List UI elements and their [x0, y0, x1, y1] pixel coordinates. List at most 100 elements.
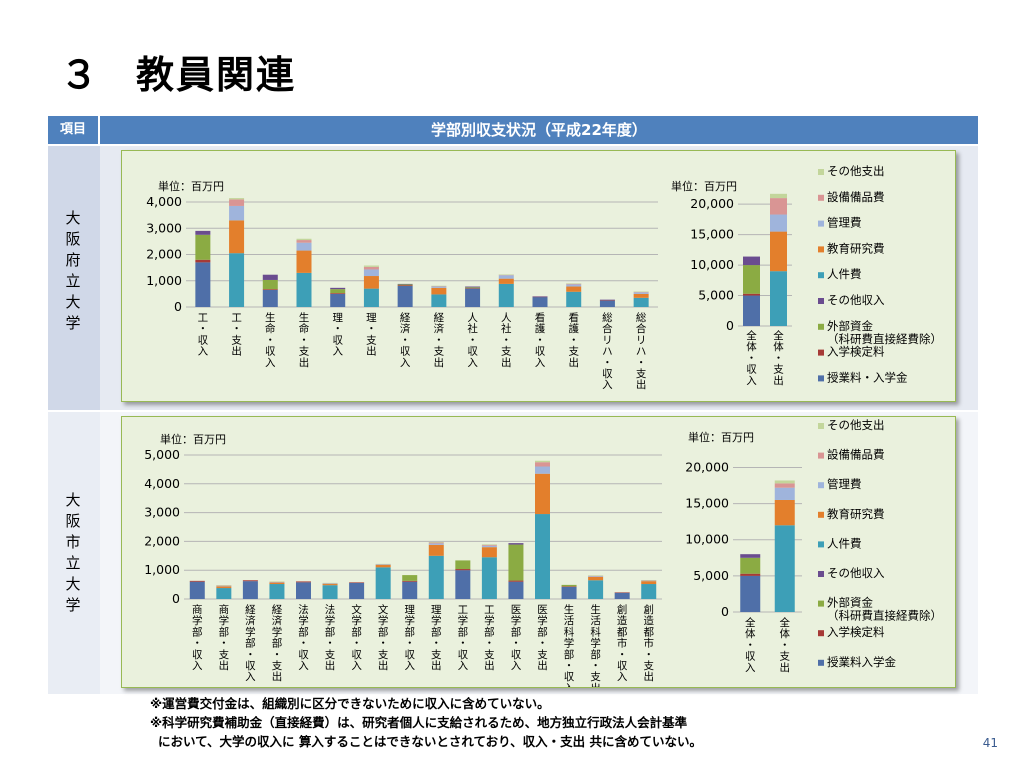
bar-segment-2-15-4 — [588, 580, 604, 599]
x-category-label: 文学部・収入 — [351, 603, 362, 672]
bar-segment-2-15-7 — [588, 575, 604, 577]
bar-segment-0-9-8 — [498, 274, 514, 275]
bar-segment-2-8-1 — [402, 580, 418, 582]
x-label-char: 部 — [590, 648, 601, 661]
bar-segment-1-0-2 — [743, 265, 760, 294]
bar-segment-2-9-6 — [428, 543, 444, 545]
bar-segment-2-9-5 — [428, 544, 444, 556]
x-label-char: 出 — [537, 659, 548, 672]
bar-segment-0-4-3 — [330, 287, 346, 290]
x-label-char: ・ — [643, 649, 654, 661]
legend-label: 外部資金（科研費直接経費除） — [827, 596, 942, 623]
row-label-char: 大 — [65, 575, 81, 593]
legend-swatch — [818, 298, 824, 304]
y-tick-label: 4,000 — [146, 194, 182, 209]
x-label-char: 学 — [537, 614, 548, 627]
bar-segment-1-0-0 — [743, 295, 760, 326]
bar-segment-0-13-7 — [633, 291, 649, 293]
x-label-char: 入 — [351, 660, 362, 672]
x-label-char: 都 — [643, 626, 654, 638]
x-label-char: 入 — [198, 346, 209, 358]
bar-segment-2-9-8 — [428, 541, 444, 543]
bar-segment-2-1-6 — [216, 585, 232, 587]
bar-segment-0-11-5 — [566, 286, 582, 292]
x-label-char: 全 — [745, 616, 756, 629]
x-label-char: 支 — [636, 368, 647, 380]
x-category-label: 全体・収入 — [745, 616, 756, 674]
bar-segment-2-7-5 — [375, 565, 391, 568]
row-label-char: 立 — [65, 272, 81, 290]
x-label-char: 出 — [431, 659, 442, 672]
row-label-char: 学 — [65, 314, 81, 332]
bar-segment-1-0-1 — [743, 293, 760, 296]
bar-segment-2-11-8 — [481, 544, 497, 545]
x-label-char: 総 — [602, 311, 613, 324]
row-label-osaka-prefecture: 大 阪 府 立 大 学 — [48, 208, 98, 334]
bar-segment-2-3-4 — [269, 584, 285, 599]
legend-swatch — [818, 272, 824, 279]
legend-label-line: 教育研究費 — [827, 241, 885, 255]
x-category-label: 創造都市・支出 — [643, 603, 654, 683]
bar-segment-0-3-8 — [296, 238, 312, 241]
bar-segment-0-0-0 — [195, 262, 211, 307]
x-label-char: 学 — [484, 614, 495, 627]
bar-segment-2-16-0 — [614, 592, 630, 599]
x-category-label: 商学部・支出 — [219, 603, 230, 672]
chart-osaka-prefecture: 単位：百万円 0 1,000 2,000 3,000 4,000 工・収入 工・支出 生命・収入… — [121, 150, 956, 402]
bar-segment-2-11-6 — [481, 545, 497, 548]
x-label-char: 出 — [643, 670, 654, 683]
bar-segment-2-14-1 — [561, 586, 577, 587]
x-label-char: 全 — [773, 329, 784, 342]
bar-segment-2-2-0 — [242, 581, 258, 599]
bar-segment-0-9-5 — [498, 278, 514, 284]
bar-segment-0-6-3 — [397, 283, 413, 285]
bar-segment-0-6-2 — [397, 284, 413, 286]
x-label-char: 学 — [431, 614, 442, 627]
bar-segment-0-13-5 — [633, 293, 649, 298]
x-label-char: 文 — [378, 603, 389, 616]
legend-label: 入学検定料 — [827, 625, 885, 639]
x-label-char: 工 — [458, 604, 469, 616]
x-label-char: 入 — [746, 375, 757, 387]
x-label-char: 学 — [564, 637, 575, 650]
bar-segment-3-1-4 — [774, 525, 795, 612]
y-tick-label: 20,000 — [690, 196, 734, 211]
bar-segment-0-10-3 — [532, 296, 548, 297]
x-label-char: 看 — [535, 311, 546, 324]
x-label-char: 学 — [325, 614, 336, 627]
bar-segment-1-1-7 — [770, 198, 787, 215]
x-label-char: 支 — [501, 346, 512, 358]
bar-segment-0-2-2 — [262, 279, 278, 290]
bar-segment-2-1-8 — [216, 585, 232, 586]
bar-segment-3-0-0 — [740, 575, 761, 612]
y-tick-label: 3,000 — [144, 505, 180, 520]
bar-segment-0-5-7 — [363, 266, 379, 270]
x-label-char: 出 — [773, 374, 784, 387]
legend-swatch — [818, 220, 824, 227]
x-label-char: 経 — [434, 311, 445, 324]
y-tick-label: 3,000 — [146, 220, 182, 235]
legend-label: 入学検定料 — [827, 345, 885, 359]
footnote-3: において、大学の収入に 算入することはできないとされており、収入・支出 共に含め… — [158, 734, 702, 749]
bar-segment-2-13-4 — [535, 514, 550, 599]
bar-segment-2-3-5 — [269, 582, 285, 585]
bar-segment-0-2-1 — [262, 289, 278, 290]
x-label-char: 入 — [467, 357, 478, 369]
x-label-char: 人 — [501, 312, 512, 324]
x-category-label: 法学部・収入 — [298, 603, 309, 672]
x-label-char: 学 — [458, 614, 469, 627]
x-label-char: 入 — [535, 357, 546, 369]
x-label-char: ・ — [198, 323, 209, 335]
bar-segment-2-17-7 — [641, 580, 657, 581]
bar-segment-0-0-3 — [195, 230, 211, 235]
bar-segment-2-9-4 — [428, 555, 444, 599]
x-category-label: 全体・収入 — [746, 329, 757, 387]
legend-swatch — [818, 246, 824, 253]
legend-label: その他支出 — [827, 164, 885, 178]
chart-osaka-city-svg: 単位：百万円01,0002,0003,0004,0005,000商学部・収入商学… — [144, 418, 942, 687]
x-label-char: 医 — [537, 604, 548, 616]
bar-segment-2-17-4 — [641, 584, 657, 599]
x-label-char: ・ — [298, 638, 309, 650]
y-tick-label: 5,000 — [144, 447, 180, 462]
bar-segment-0-9-4 — [498, 283, 514, 307]
